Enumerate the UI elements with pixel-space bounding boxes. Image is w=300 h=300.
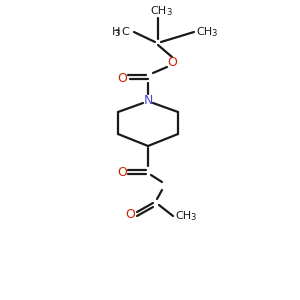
- Text: O: O: [117, 166, 127, 178]
- Text: O: O: [125, 208, 135, 220]
- Text: 3: 3: [166, 8, 171, 17]
- Text: 3: 3: [190, 214, 195, 223]
- Text: 3: 3: [211, 29, 216, 38]
- Text: O: O: [167, 56, 177, 68]
- Text: CH: CH: [150, 6, 166, 16]
- Text: CH: CH: [196, 27, 212, 37]
- Text: C: C: [121, 27, 129, 37]
- Text: O: O: [117, 71, 127, 85]
- Text: CH: CH: [175, 211, 191, 221]
- Text: N: N: [143, 94, 153, 106]
- Text: H: H: [112, 27, 120, 37]
- Text: 3: 3: [115, 29, 120, 38]
